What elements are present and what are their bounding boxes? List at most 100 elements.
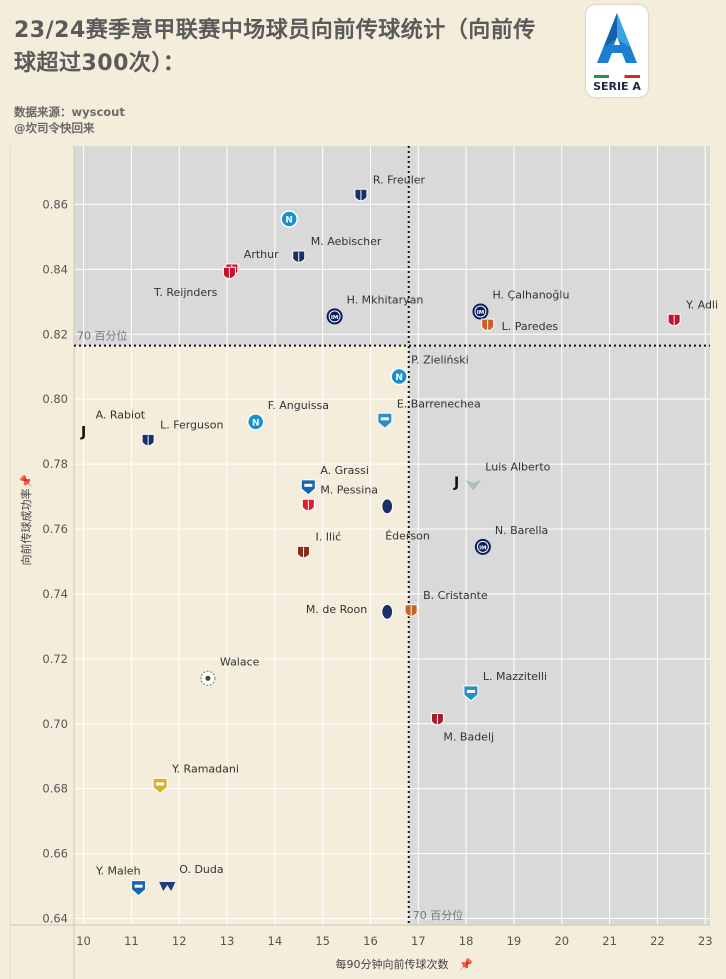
point-label: M. de Roon (306, 603, 367, 616)
y-tick-label: 0.64 (42, 912, 68, 926)
data-point[interactable]: M. Aebischer (292, 235, 382, 263)
napoli-badge-icon: N (280, 210, 298, 228)
point-label: H. Mkhitaryan (347, 293, 424, 306)
empoli-badge-icon (131, 880, 147, 897)
data-point[interactable]: R. Freuler (354, 173, 426, 202)
data-point[interactable]: O. Duda (159, 863, 224, 892)
point-label: Éderson (385, 529, 430, 542)
point-label: Y. Adli (685, 298, 718, 311)
data-point[interactable]: Luis Alberto (465, 461, 551, 491)
serie-a-emblem-icon (597, 13, 637, 63)
data-point[interactable]: IM H. Mkhitaryan (326, 293, 424, 325)
x-tick-label: 23 (698, 934, 713, 948)
data-point[interactable]: J A. Rabiot (80, 409, 146, 441)
frosinone-badge-icon (377, 412, 393, 429)
point-label: L. Paredes (502, 320, 559, 333)
data-point[interactable]: Walace (200, 655, 260, 686)
data-point[interactable]: N P. Zieliński (390, 353, 469, 386)
author-line: @坎司令快回来 (14, 121, 95, 135)
point-label: T. Reijnders (153, 286, 218, 299)
inter-badge-icon: IM (326, 308, 343, 325)
point-label: M. Pessina (320, 483, 378, 496)
serie-a-logo: SERIE A (586, 5, 648, 97)
y-axis-ticks: 0.64 0.66 0.68 0.70 0.72 0.74 0.76 0.78 0.80 0.82… (42, 197, 68, 925)
point-label: I. Ilić (316, 530, 342, 543)
data-point[interactable]: L. Ferguson (141, 418, 223, 447)
x-tick-label: 15 (315, 934, 330, 948)
x-axis-label: 每90分钟向前传球次数 (336, 957, 449, 971)
lazio-badge-icon (465, 480, 481, 491)
x-tick-label: 11 (124, 934, 139, 948)
point-label: Luis Alberto (485, 461, 550, 474)
data-point[interactable]: N (280, 210, 298, 228)
y-tick-label: 0.84 (42, 262, 68, 276)
x-pin-icon: 📌 (459, 957, 473, 971)
data-point[interactable]: E. Barrenechea (377, 397, 481, 429)
napoli-badge-icon: N (246, 413, 265, 431)
point-label: Y. Ramadani (171, 762, 239, 775)
point-label: M. Badelj (443, 731, 494, 744)
x-percentile-label: 70 百分位 (413, 908, 464, 922)
juventus-badge-icon: J (453, 475, 459, 491)
data-point[interactable]: J (453, 475, 459, 491)
y-tick-label: 0.80 (42, 392, 68, 406)
y-tick-label: 0.86 (42, 197, 68, 211)
data-point[interactable]: Y. Ramadani (152, 762, 239, 795)
logo-text: SERIE A (593, 80, 641, 93)
x-tick-label: 14 (268, 934, 283, 948)
data-point[interactable]: B. Cristante (404, 589, 488, 617)
data-point[interactable]: IM N. Barella (474, 524, 548, 555)
udinese-badge-icon (200, 670, 216, 686)
data-point[interactable]: L. Mazzitelli (463, 670, 547, 702)
point-label: O. Duda (179, 863, 223, 876)
x-tick-label: 13 (220, 934, 235, 948)
source-line: 数据来源：wyscout (14, 105, 125, 119)
data-point[interactable]: I. Ilić (297, 530, 342, 559)
frosinone-badge-icon (463, 685, 479, 702)
y-tick-label: 0.76 (42, 522, 68, 536)
monza-badge-icon (301, 498, 315, 512)
roma-badge-icon (481, 318, 495, 332)
grid-lines (9, 146, 710, 979)
point-label: N. Barella (495, 524, 548, 537)
data-point[interactable]: Y. Adli (667, 298, 718, 327)
data-point[interactable]: M. de Roon (306, 603, 394, 620)
point-label: P. Zieliński (411, 353, 469, 366)
y-tick-label: 0.72 (42, 652, 68, 666)
point-label: L. Ferguson (160, 418, 223, 431)
roma-badge-icon (404, 604, 418, 617)
milan-badge-icon (222, 266, 236, 280)
atalanta-badge-icon (381, 603, 394, 620)
y-percentile-label: 70 百分位 (77, 329, 128, 343)
torino-badge-icon (297, 545, 311, 559)
data-point[interactable]: IM H. Çalhanoğlu (472, 289, 569, 320)
juventus-badge-icon: J (80, 425, 86, 441)
data-point[interactable]: Éderson (381, 498, 430, 542)
svg-text:J: J (80, 425, 86, 441)
data-point[interactable]: M. Pessina (301, 483, 378, 512)
data-point[interactable]: L. Paredes (481, 318, 559, 333)
x-tick-label: 12 (172, 934, 187, 948)
point-label: F. Anguissa (268, 399, 329, 412)
napoli-badge-icon: N (390, 367, 408, 386)
point-label: H. Çalhanoğlu (492, 289, 569, 302)
point-label: Y. Maleh (95, 865, 141, 878)
x-tick-label: 20 (554, 934, 569, 948)
data-point[interactable]: A. Grassi (300, 464, 369, 496)
point-label: A. Grassi (320, 464, 369, 477)
bologna-badge-icon (141, 433, 155, 447)
data-point[interactable]: T. Reijnders (153, 266, 236, 299)
data-points: R. Freuler N M. Aebischer Arthur T. Reijnder… (80, 173, 718, 897)
chart-title: 23/24赛季意甲联赛中场球员向前传球统计（向前传球超过300次）： (14, 18, 536, 76)
data-point[interactable]: M. Badelj (430, 713, 494, 744)
data-source: 数据来源：wyscout @坎司令快回来 (14, 104, 125, 136)
svg-text:N: N (395, 373, 403, 383)
data-point[interactable]: Y. Maleh (95, 865, 147, 897)
y-tick-label: 0.78 (42, 457, 68, 471)
x-tick-label: 16 (363, 934, 378, 948)
data-point[interactable]: N F. Anguissa (246, 399, 329, 431)
atalanta-badge-icon (381, 498, 394, 515)
point-label: B. Cristante (423, 589, 488, 602)
bologna-badge-icon (354, 188, 368, 202)
